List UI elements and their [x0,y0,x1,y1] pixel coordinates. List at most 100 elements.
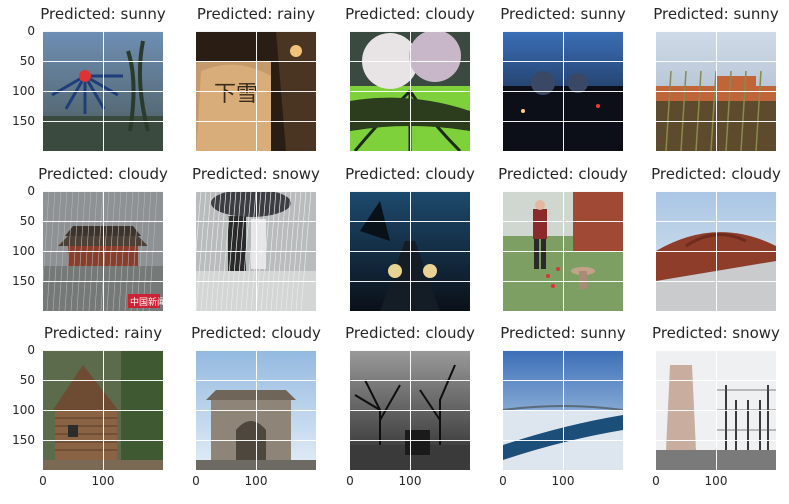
gridline [196,61,316,62]
gridline [503,281,623,282]
panel-image [350,191,470,311]
panel-title: Predicted: cloudy [345,5,475,23]
gridline [656,350,776,351]
y-tick-label: 0 [27,343,35,357]
panel-title: Predicted: cloudy [345,324,475,342]
panel-title: Predicted: cloudy [38,165,168,183]
gridline [656,91,776,92]
prediction-panel: Predicted: cloudy [345,165,475,311]
prediction-panel: Predicted: snowy [192,165,320,311]
gridline [350,380,470,381]
panel-title: Predicted: sunny [653,5,779,23]
gridline [503,380,623,381]
y-tick-label: 100 [12,403,35,417]
y-tick-label: 50 [19,54,35,68]
gridline [196,191,316,192]
x-tick-label: 0 [652,474,660,488]
gridline [503,31,623,32]
gridline [43,410,163,411]
x-tick-label: 100 [704,474,728,488]
gridline [656,31,776,32]
panel-title: Predicted: sunny [500,5,626,23]
gridline [350,440,470,441]
y-tick-label: 50 [19,373,35,387]
prediction-panel: Predicted: rainy 下雪 [196,5,316,151]
prediction-panel: Predicted: cloudy 中国新闻 [38,165,168,311]
gridline [43,440,163,441]
gridline [196,380,316,381]
x-tick-label: 100 [244,474,268,488]
gridline [656,121,776,122]
prediction-panel: Predicted: sunny [500,5,626,151]
panel-image [43,31,163,151]
gridline [43,380,163,381]
panel-title: Predicted: sunny [40,5,166,23]
gridline [196,350,316,351]
panel-image: 中国新闻 [43,191,163,311]
y-tick-label: 0 [27,184,35,198]
gridline [43,61,163,62]
gridline [196,251,316,252]
gridline [43,121,163,122]
gridline [196,91,316,92]
prediction-panel: Predicted: cloudy [651,165,781,311]
gridline [43,91,163,92]
panel-title: Predicted: cloudy [651,165,781,183]
prediction-panel: Predicted: cloudy [498,165,628,311]
gridline [656,221,776,222]
gridline [503,410,623,411]
gridline [350,350,470,351]
gridline [503,121,623,122]
panel-image [656,31,776,151]
y-tick-label: 150 [12,274,35,288]
gridline [196,221,316,222]
x-tick-label: 0 [346,474,354,488]
panel-image [503,31,623,151]
gridline [350,31,470,32]
panel-title: Predicted: cloudy [498,165,628,183]
gridline [656,410,776,411]
panel-title: Predicted: rainy [43,324,163,342]
gridline [656,191,776,192]
panel-title: Predicted: cloudy [191,324,321,342]
gridline [196,121,316,122]
y-tick-label: 0 [27,24,35,38]
prediction-panel: Predicted: cloudy [345,324,475,470]
x-tick-label: 100 [398,474,422,488]
prediction-panel: Predicted: sunny [653,5,779,151]
gridline [350,410,470,411]
panel-image: 下雪 [196,31,316,151]
panel-image [196,350,316,470]
panel-image [196,191,316,311]
x-tick-label: 100 [551,474,575,488]
x-tick-label: 0 [192,474,200,488]
y-tick-label: 100 [12,244,35,258]
gridline [43,221,163,222]
prediction-panel: Predicted: sunny [500,324,626,470]
panel-title: Predicted: cloudy [345,165,475,183]
x-tick-label: 0 [39,474,47,488]
x-tick-label: 100 [91,474,115,488]
gridline [43,350,163,351]
gridline [43,31,163,32]
gridline [503,251,623,252]
gridline [503,91,623,92]
svg-text:中国新闻: 中国新闻 [130,296,163,308]
y-tick-label: 100 [12,84,35,98]
gridline [656,440,776,441]
gridline [350,91,470,92]
panel-title: Predicted: rainy [196,5,316,23]
gridline [43,251,163,252]
gridline [350,281,470,282]
prediction-panel: Predicted: sunny [40,5,166,151]
gridline [503,221,623,222]
gridline [350,251,470,252]
gridline [350,221,470,222]
gridline [503,191,623,192]
gridline [656,281,776,282]
gridline [350,191,470,192]
panel-image [350,350,470,470]
gridline [43,191,163,192]
panel-image [503,191,623,311]
gridline [656,380,776,381]
